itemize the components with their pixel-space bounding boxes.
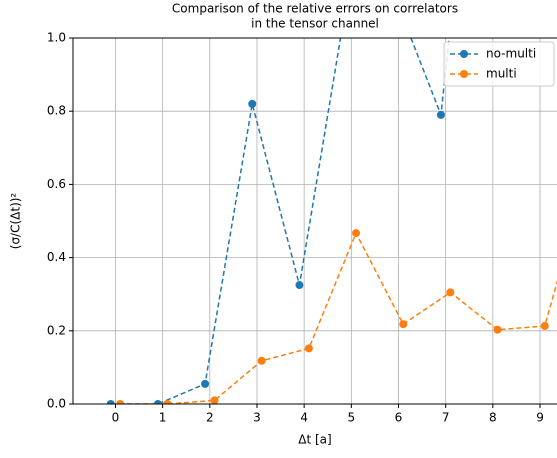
x-tick-label: 3 [253,411,261,425]
series-line [120,231,557,404]
legend-marker [460,50,468,58]
chart-title: in the tensor channel [251,17,379,31]
data-point [446,288,455,297]
data-point [106,400,115,404]
series-line [110,38,450,404]
data-point [116,400,125,404]
x-axis-label: Δt [a] [298,433,331,447]
legend-label: no-multi [486,47,536,61]
data-point [163,400,172,404]
data-point [201,379,210,388]
legend-box [443,41,555,87]
y-tick-label: 0.2 [47,323,66,337]
x-tick-label: 9 [536,411,544,425]
data-point [257,356,266,365]
data-point [153,400,162,404]
y-axis-label: (σ/C(Δt))² [9,193,23,250]
data-point [248,99,257,108]
x-tick-label: 4 [300,411,308,425]
x-tick-label: 0 [112,411,120,425]
x-tick-label: 1 [159,411,167,425]
y-tick-label: 1.0 [47,31,66,45]
y-tick-label: 0.4 [47,250,66,264]
x-tick-label: 5 [348,411,356,425]
data-point [399,320,408,329]
data-point [436,110,445,119]
y-tick-label: 0.8 [47,104,66,118]
x-tick-label: 2 [206,411,214,425]
data-point [304,344,313,353]
x-tick-label: 6 [395,411,403,425]
y-tick-label: 0.6 [47,177,66,191]
x-tick-label: 7 [442,411,450,425]
data-point [540,322,549,331]
data-point [210,396,219,404]
data-point [493,325,502,334]
legend-label: multi [486,67,517,81]
chart-title: Comparison of the relative errors on cor… [172,2,458,16]
legend-marker [460,70,468,78]
data-point [352,229,361,238]
data-point [295,281,304,290]
x-tick-label: 8 [489,411,497,425]
y-tick-label: 0.0 [47,397,66,411]
